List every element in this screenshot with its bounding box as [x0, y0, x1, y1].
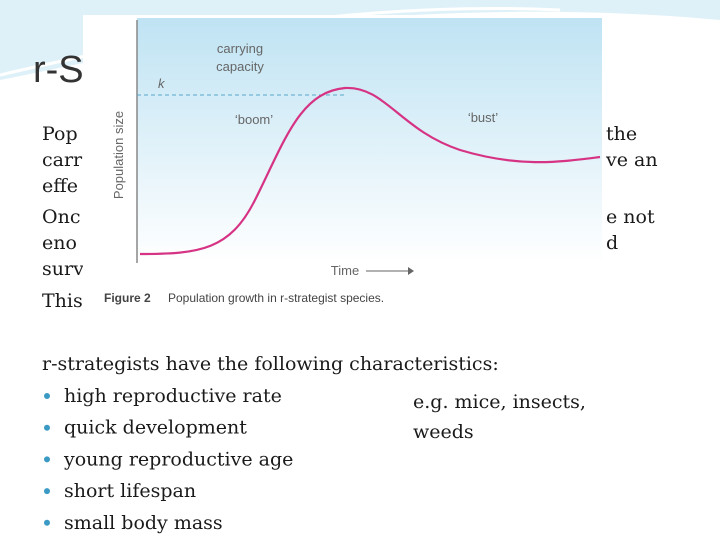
- growth-curve: [139, 86, 601, 256]
- body-line: eno: [42, 232, 77, 254]
- bullet: [44, 424, 50, 431]
- x-axis-label: Time: [331, 263, 359, 278]
- body-line: Onc: [42, 206, 80, 228]
- caption-text: Population growth in r-strategist specie…: [168, 291, 384, 305]
- x-arrow-head: [408, 267, 414, 275]
- annotation: ‘boom’: [235, 112, 273, 127]
- body-line: Pop: [42, 123, 78, 145]
- annotation: ‘bust’: [468, 110, 498, 125]
- figure: Population size k carrying capacity ‘boo…: [83, 15, 604, 318]
- body-line: d: [606, 232, 618, 254]
- bullet: [44, 488, 50, 495]
- body-line: carr: [42, 149, 83, 171]
- body-line: surv: [42, 258, 84, 280]
- list-item: young reproductive age: [63, 448, 293, 470]
- list: high reproductive rate quick development y…: [44, 385, 293, 534]
- bullet: [44, 456, 50, 463]
- annotation: capacity: [216, 59, 264, 74]
- k-label: k: [158, 76, 166, 91]
- caption-number: Figure 2: [104, 291, 151, 305]
- body-text: Pop carr effe Onc eno surv This the ve a…: [42, 123, 658, 312]
- body-line: ve an: [605, 149, 658, 171]
- list-item: quick development: [64, 417, 247, 439]
- body-line: This: [42, 290, 83, 312]
- bullet: [44, 393, 50, 399]
- bullet: [44, 519, 50, 526]
- body-line: the: [606, 123, 637, 145]
- list-item: short lifespan: [64, 480, 196, 502]
- body-line: e not: [606, 206, 655, 228]
- list-item: high reproductive rate: [64, 385, 282, 407]
- annotation: carrying: [217, 41, 263, 56]
- plot-background: [137, 18, 602, 263]
- example: weeds: [413, 421, 474, 443]
- characteristics: r-strategists have the following charact…: [42, 353, 586, 534]
- example: e.g. mice, insects,: [413, 391, 586, 413]
- list-heading: r-strategists have the following charact…: [42, 353, 499, 375]
- body-line: effe: [42, 175, 78, 197]
- slide-title: r-S: [33, 49, 84, 91]
- list-item: small body mass: [64, 512, 223, 534]
- y-axis-label: Population size: [111, 111, 126, 199]
